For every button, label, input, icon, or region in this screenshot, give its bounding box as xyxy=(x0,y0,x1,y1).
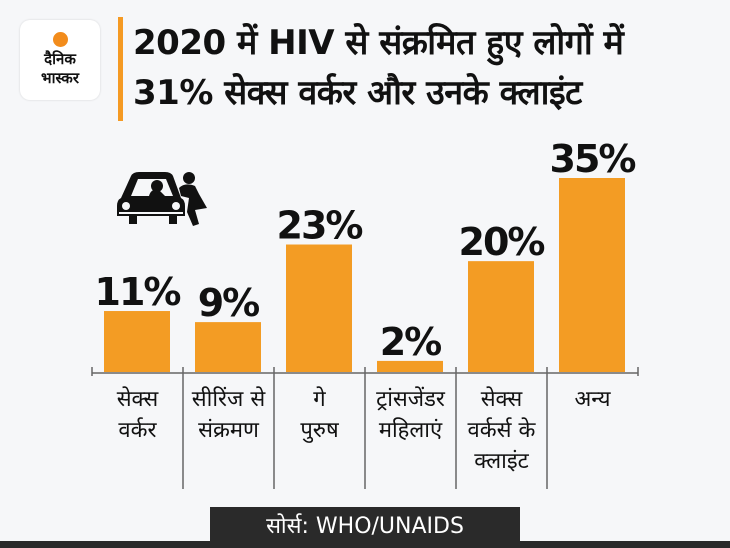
bar-value-label: 20% xyxy=(459,220,545,264)
category-label: पुरुष xyxy=(300,418,340,443)
bar-3 xyxy=(286,244,352,372)
chart-title: 2020 में HIV से संक्रमित हुए लोगों में 3… xyxy=(133,18,723,118)
category-label: वर्कर xyxy=(118,417,157,443)
bar-value-label: 11% xyxy=(95,270,181,314)
dainik-bhaskar-logo: दैनिक भास्कर xyxy=(20,20,100,100)
category-label: अन्य xyxy=(574,387,611,412)
bar-4 xyxy=(377,360,443,372)
category-label: क्लाइंट xyxy=(474,449,529,474)
bar-1 xyxy=(104,311,170,372)
bar-value-label: 23% xyxy=(277,204,363,248)
category-label: संक्रमण xyxy=(198,418,260,443)
bar-value-label: 35% xyxy=(550,137,636,181)
logo-line-2: भास्कर xyxy=(41,69,79,87)
category-label: सेक्स xyxy=(117,386,160,412)
bar-2 xyxy=(195,322,261,372)
bar-5 xyxy=(468,261,534,372)
car-with-person-icon xyxy=(117,172,207,226)
title-line-2: 31% सेक्स वर्कर और उनके क्लाइंट xyxy=(133,73,582,113)
bar-value-label: 9% xyxy=(198,281,259,325)
title-accent-bar xyxy=(118,17,123,121)
bottom-strip xyxy=(0,541,730,548)
category-label: गे xyxy=(313,386,326,412)
bar-6 xyxy=(559,178,625,372)
category-label: ट्रांसजेंडर xyxy=(376,386,446,412)
bar-value-label: 2% xyxy=(380,320,441,364)
category-label: महिलाएं xyxy=(379,417,443,443)
title-line-1: 2020 में HIV से संक्रमित हुए लोगों में xyxy=(133,23,624,63)
logo-line-1: दैनिक xyxy=(44,50,76,68)
sun-icon xyxy=(53,32,68,47)
category-label: सीरिंज से xyxy=(192,386,267,412)
category-label: सेक्स xyxy=(481,386,524,412)
category-label: वर्कर्स के xyxy=(468,417,537,443)
